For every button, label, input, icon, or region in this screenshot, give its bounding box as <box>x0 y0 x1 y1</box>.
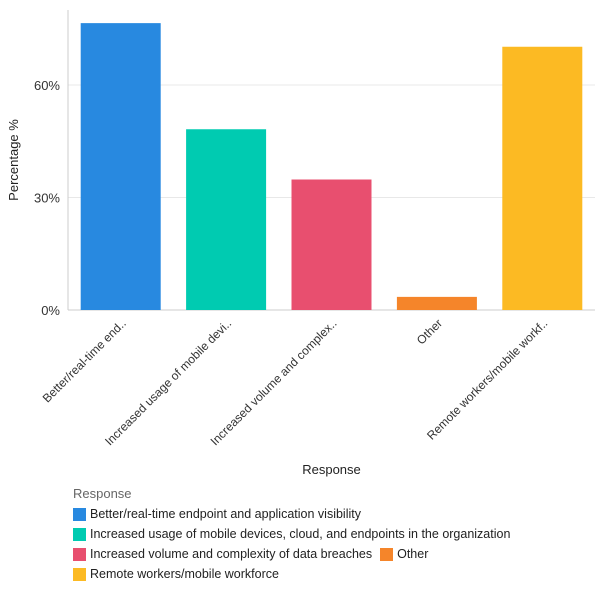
legend-title: Response <box>73 486 132 501</box>
legend-label: Better/real-time endpoint and applicatio… <box>90 507 361 521</box>
legend-swatch <box>380 547 394 561</box>
bar <box>186 129 267 310</box>
legend-item[interactable]: Increased usage of mobile devices, cloud… <box>73 527 510 541</box>
legend-item[interactable]: Better/real-time endpoint and applicatio… <box>73 507 361 521</box>
bar <box>80 23 161 310</box>
legend-label: Other <box>397 547 429 561</box>
y-axis-title: Percentage % <box>6 119 21 201</box>
x-tick-label: Increased volume and complex.. <box>208 316 340 448</box>
y-tick-label: 60% <box>34 78 60 93</box>
y-tick-label: 30% <box>34 191 60 206</box>
legend-label: Increased usage of mobile devices, cloud… <box>90 527 511 541</box>
bar <box>396 296 477 310</box>
bar <box>291 179 372 310</box>
x-tick-label: Remote workers/mobile workf.. <box>424 316 550 442</box>
bar <box>502 46 583 310</box>
legend-label: Increased volume and complexity of data … <box>90 547 373 561</box>
legend-item[interactable]: Remote workers/mobile workforce <box>73 567 279 581</box>
legend-item[interactable]: Other <box>380 547 428 561</box>
legend-label: Remote workers/mobile workforce <box>90 567 279 581</box>
bar-chart: 0%30%60%Better/real-time end..Increased … <box>6 10 595 477</box>
legend-swatch <box>73 567 86 581</box>
x-tick-label: Other <box>414 316 445 347</box>
x-axis-title: Response <box>302 462 361 477</box>
y-tick-label: 0% <box>41 303 60 318</box>
x-tick-label: Increased usage of mobile devi.. <box>102 316 234 448</box>
legend-swatch <box>73 547 86 561</box>
x-tick-label: Better/real-time end.. <box>40 316 129 405</box>
legend: Response Better/real-time endpoint and a… <box>73 486 518 587</box>
legend-item[interactable]: Increased volume and complexity of data … <box>73 547 372 561</box>
legend-swatch <box>73 527 86 541</box>
legend-swatch <box>73 507 86 521</box>
